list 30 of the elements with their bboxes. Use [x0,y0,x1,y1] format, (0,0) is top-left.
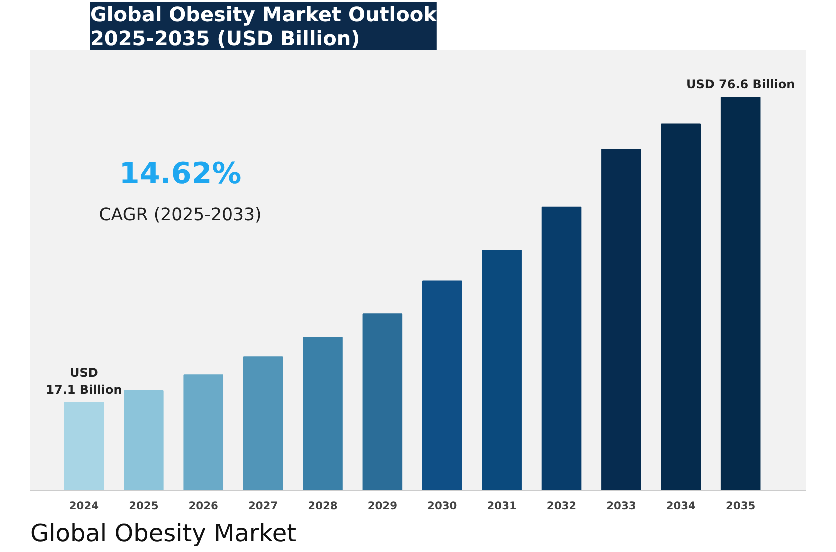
bar [303,337,343,490]
x-tick-label: 2035 [726,500,756,512]
bar [422,280,462,490]
bar [720,97,761,490]
x-tick-label: 2025 [129,500,159,512]
bar [124,390,164,490]
x-tick-label: 2028 [308,500,338,512]
data-label: USD 76.6 Billion [686,78,796,92]
bar [542,206,582,490]
bar [243,356,284,490]
text: Global Obesity Market [30,520,296,548]
data-label: USD 17.1 Billion [46,366,122,397]
x-tick-label: 2031 [487,500,517,512]
bar [482,250,522,490]
bar [362,314,403,490]
x-tick-label: 2027 [248,500,278,512]
annotation: CAGR (2025-2033) [99,206,262,226]
bar [184,374,224,490]
x-tick-label: 2033 [606,500,636,512]
bar [602,148,642,490]
x-tick-label: 2034 [666,500,696,512]
bar [64,402,104,490]
bar [661,124,702,490]
x-tick-label: 2026 [188,500,218,512]
annotation: 14.62% [119,156,242,190]
x-tick-label: 2032 [546,500,577,512]
chart-title: Global Obesity Market Outlook 2025-2035 (USD Billion) [90,2,438,50]
x-tick-label: 2029 [368,500,398,512]
x-tick-label: 2030 [428,500,458,512]
x-tick-label: 2024 [69,500,100,512]
